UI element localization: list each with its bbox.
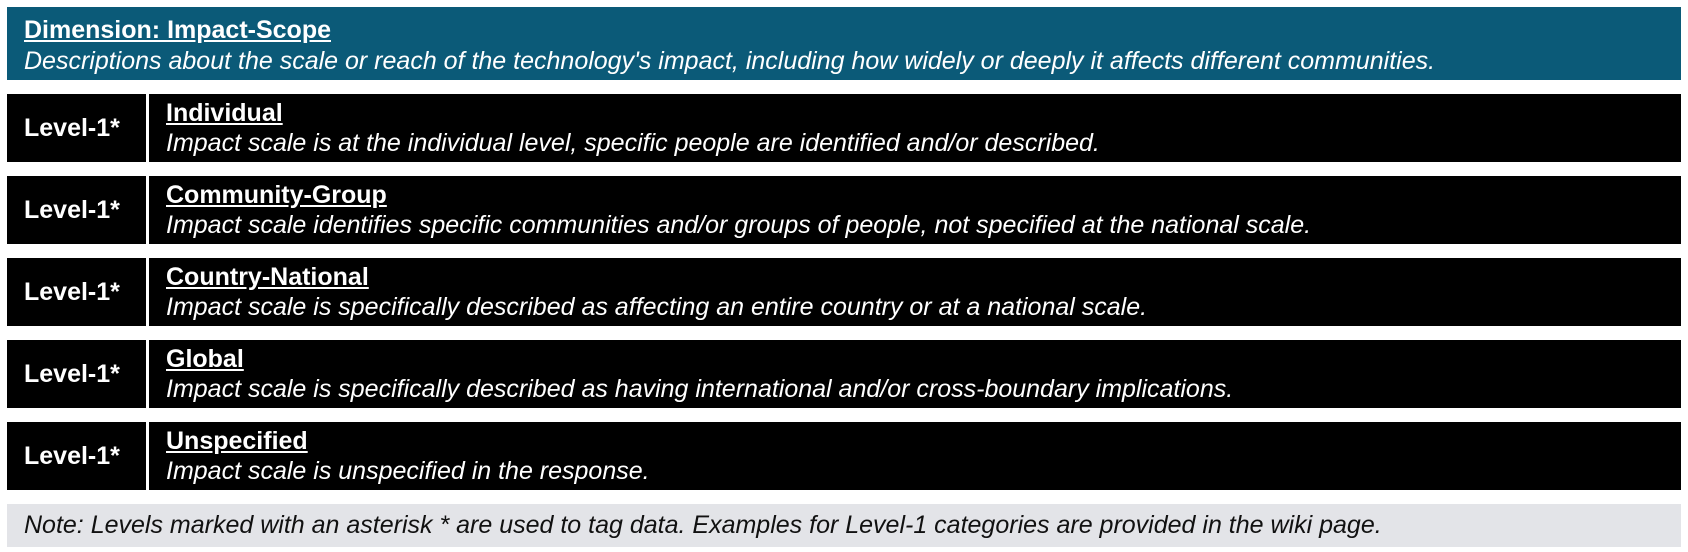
category-name: Community-Group [166,181,387,209]
column-divider [146,422,149,490]
category-name: Country-National [166,263,369,291]
column-divider [146,258,149,326]
category-row-community-group: Level-1* Community-Group Impact scale id… [7,176,1681,244]
category-description: Impact scale is specifically described a… [166,375,1234,403]
category-row-individual: Level-1* Individual Impact scale is at t… [7,94,1681,162]
category-description: Impact scale identifies specific communi… [166,211,1312,239]
impact-scope-table: Dimension: Impact-Scope Descriptions abo… [7,7,1681,547]
category-row-global: Level-1* Global Impact scale is specific… [7,340,1681,408]
category-content: Individual Impact scale is at the indivi… [149,94,1681,162]
level-label: Level-1* [7,340,146,408]
category-name: Global [166,345,244,373]
column-divider [146,176,149,244]
category-description: Impact scale is specifically described a… [166,293,1148,321]
column-divider [146,94,149,162]
category-content: Unspecified Impact scale is unspecified … [149,422,1681,490]
footnote: Note: Levels marked with an asterisk * a… [7,504,1681,547]
column-divider [146,340,149,408]
category-row-country-national: Level-1* Country-National Impact scale i… [7,258,1681,326]
category-row-unspecified: Level-1* Unspecified Impact scale is uns… [7,422,1681,490]
level-label: Level-1* [7,422,146,490]
category-content: Community-Group Impact scale identifies … [149,176,1681,244]
category-description: Impact scale is at the individual level,… [166,129,1100,157]
category-content: Country-National Impact scale is specifi… [149,258,1681,326]
dimension-description: Descriptions about the scale or reach of… [24,47,1436,75]
level-label: Level-1* [7,94,146,162]
level-label: Level-1* [7,258,146,326]
dimension-title: Dimension: Impact-Scope [24,16,331,44]
category-content: Global Impact scale is specifically desc… [149,340,1681,408]
category-description: Impact scale is unspecified in the respo… [166,457,650,485]
category-name: Individual [166,99,283,127]
category-name: Unspecified [166,427,308,455]
level-label: Level-1* [7,176,146,244]
dimension-header: Dimension: Impact-Scope Descriptions abo… [7,7,1681,80]
